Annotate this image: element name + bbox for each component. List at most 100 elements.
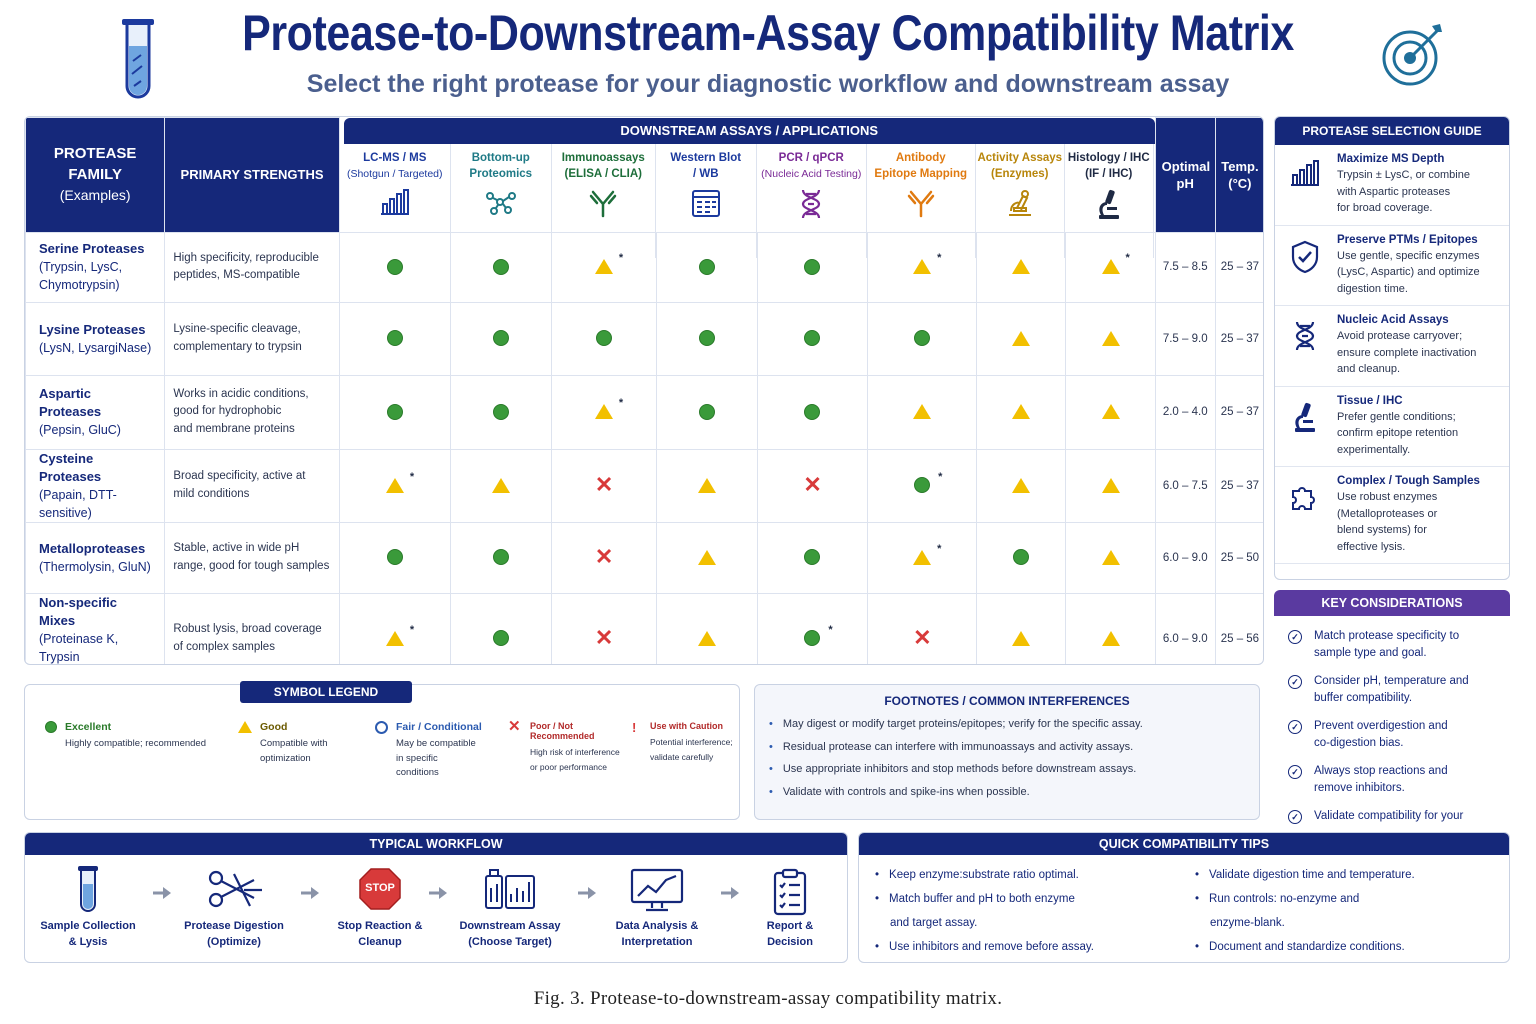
scissors-icon	[204, 868, 264, 917]
mark-cell	[976, 301, 1067, 376]
strength-line: Robust lysis, broad coverage	[173, 623, 322, 635]
selection-guide-panel: PROTEASE SELECTION GUIDE Maximize MS Dep…	[1274, 116, 1510, 580]
assay-label: PCR / qPCR	[778, 151, 844, 164]
good-marker	[594, 259, 613, 275]
assay-sublabel: (ELISA / CLIA)	[564, 167, 642, 180]
mark-cell: ✕	[551, 521, 657, 594]
compatibility-mark	[804, 403, 821, 421]
strengths-cell: High specificity, reproducible peptides, …	[164, 231, 340, 303]
workflow-title: TYPICAL WORKFLOW	[25, 833, 847, 855]
poor-marker: ✕	[594, 544, 614, 570]
mark-cell	[976, 231, 1067, 303]
legend-item: Excellent Highly compatible; recommended	[45, 721, 238, 781]
matrix-row: Non-specific Mixes (Proteinase K, Trypsin…	[25, 592, 1263, 664]
compatibility-mark: *	[594, 397, 623, 421]
matrix-row: Serine Proteases (Trypsin, LysC, Chymotryp…	[25, 231, 1263, 303]
compatibility-mark	[698, 403, 715, 421]
enzyme-icon	[976, 188, 1064, 218]
check-icon: ✓	[1288, 765, 1302, 779]
good-marker	[1101, 477, 1120, 493]
workflow-panel: TYPICAL WORKFLOW	[24, 832, 848, 963]
mark-cell	[1065, 448, 1156, 523]
compatibility-mark	[698, 330, 715, 348]
mark-cell: *	[866, 521, 978, 594]
strength-line: mild conditions	[173, 487, 250, 500]
assay-header-1: Bottom-up Proteomics	[451, 143, 552, 258]
matrix-row: Cysteine Proteases (Papain, DTT-sensitive…	[25, 448, 1263, 523]
good-marker	[385, 630, 404, 646]
tip-item: Validate digestion time and temperature.	[1195, 863, 1495, 887]
excellent-marker	[595, 330, 612, 347]
legend-label: Excellent	[65, 721, 112, 733]
compatibility-mark	[1012, 477, 1031, 495]
consideration-item: ✓ Prevent overdigestion and co-digestion b…	[1274, 712, 1510, 757]
temp-cell: 25 – 56	[1214, 592, 1263, 664]
guide-item-text: digestion time.	[1337, 282, 1408, 295]
good-marker	[385, 477, 404, 493]
mark-cell: *	[1065, 231, 1156, 303]
workflow-step-line1: Sample Collection	[40, 920, 136, 932]
guide-item: Tissue / IHC Prefer gentle conditions; con…	[1275, 387, 1509, 467]
epitope-icon	[867, 188, 975, 218]
excellent-marker	[386, 403, 403, 420]
mark-cell: *	[338, 448, 452, 523]
legend-description: conditions	[396, 767, 439, 778]
ph-column-header: Optimal pH	[1154, 117, 1216, 233]
compatibility-matrix: PROTEASE FAMILY (Examples) PRIMARY STREN…	[24, 116, 1264, 665]
compatibility-mark: *	[913, 252, 941, 276]
compatibility-mark	[1101, 549, 1120, 567]
strength-line: Stable, active in wide pH	[173, 542, 300, 554]
assay-label: Activity Assays	[977, 151, 1063, 164]
arrow-icon	[578, 886, 596, 900]
consideration-item: ✓ Match protease specificity to sample typ…	[1274, 622, 1510, 667]
mark-cell: *	[866, 231, 978, 303]
legend-description: May be compatible	[396, 738, 476, 749]
ph-cell: 6.0 – 9.0	[1154, 521, 1216, 594]
mark-cell	[1065, 521, 1156, 594]
legend-label: Fair / Conditional	[396, 721, 482, 733]
microscope-icon	[1285, 395, 1325, 459]
family-examples: (Proteinase K, Trypsin	[39, 631, 119, 664]
compatibility-mark	[1101, 630, 1120, 648]
assay-sublabel: Proteomics	[469, 167, 533, 180]
legend-item: ! Use with Caution Potential interference;…	[632, 720, 735, 781]
compatibility-mark: *	[1101, 252, 1130, 276]
guide-item-text: (LysC, Aspartic) and optimize	[1337, 266, 1480, 278]
workflow-step-line1: Stop Reaction &	[337, 920, 423, 932]
guide-item-text: Prefer gentle conditions;	[1337, 410, 1456, 423]
footnotes-panel: FOOTNOTES / COMMON INTERFERENCES May dig…	[754, 684, 1260, 820]
asterisk-note: *	[1125, 252, 1130, 264]
assay-label: Western Blot	[670, 151, 742, 164]
guide-item-text: confirm epitope retention	[1337, 427, 1459, 439]
assay-label: LC-MS / MS	[363, 151, 427, 164]
legend-item: Fair / Conditional May be compatible in sp…	[375, 721, 508, 781]
matrix-row: Lysine Proteases (LysN, LysargiNase) Lysin…	[25, 301, 1263, 376]
family-cell: Non-specific Mixes (Proteinase K, Trypsin…	[25, 592, 166, 664]
mark-cell	[976, 374, 1067, 450]
mark-cell	[450, 521, 553, 594]
selection-guide-list: Maximize MS Depth Trypsin ± LysC, or comb…	[1275, 145, 1509, 564]
matrix-row: Metalloproteases (Thermolysin, GluN) Stabl…	[25, 521, 1263, 594]
legend-description: Highly compatible; recommended	[65, 738, 206, 749]
asterisk-note: *	[618, 252, 624, 264]
family-cell: Lysine Proteases (LysN, LysargiNase)	[25, 301, 166, 376]
good-marker	[1012, 330, 1031, 346]
compatibility-mark	[1012, 403, 1031, 421]
legend-text: Good Compatible with optimization	[260, 721, 328, 781]
consideration-line: Consider pH, temperature and	[1314, 675, 1469, 687]
mark-cell	[866, 374, 978, 450]
good-marker	[697, 630, 716, 646]
dna-icon	[1285, 314, 1325, 378]
asterisk-note: *	[409, 623, 415, 636]
key-considerations-title: KEY CONSIDERATIONS	[1274, 590, 1510, 616]
family-name: Lysine Proteases	[39, 321, 146, 337]
family-cell: Aspartic Proteases (Pepsin, GluC)	[25, 374, 166, 450]
compatibility-mark: ✕	[595, 627, 613, 649]
family-examples: (Thermolysin, GluN)	[39, 559, 151, 574]
test-tube-icon	[75, 864, 101, 919]
workflow-step: Sample Collection & Lysis	[28, 918, 148, 950]
good-marker	[913, 404, 932, 420]
mark-cell	[655, 374, 758, 450]
legend-description: optimization	[260, 752, 311, 764]
guide-item-text: Use gentle, specific enzymes	[1337, 249, 1480, 262]
